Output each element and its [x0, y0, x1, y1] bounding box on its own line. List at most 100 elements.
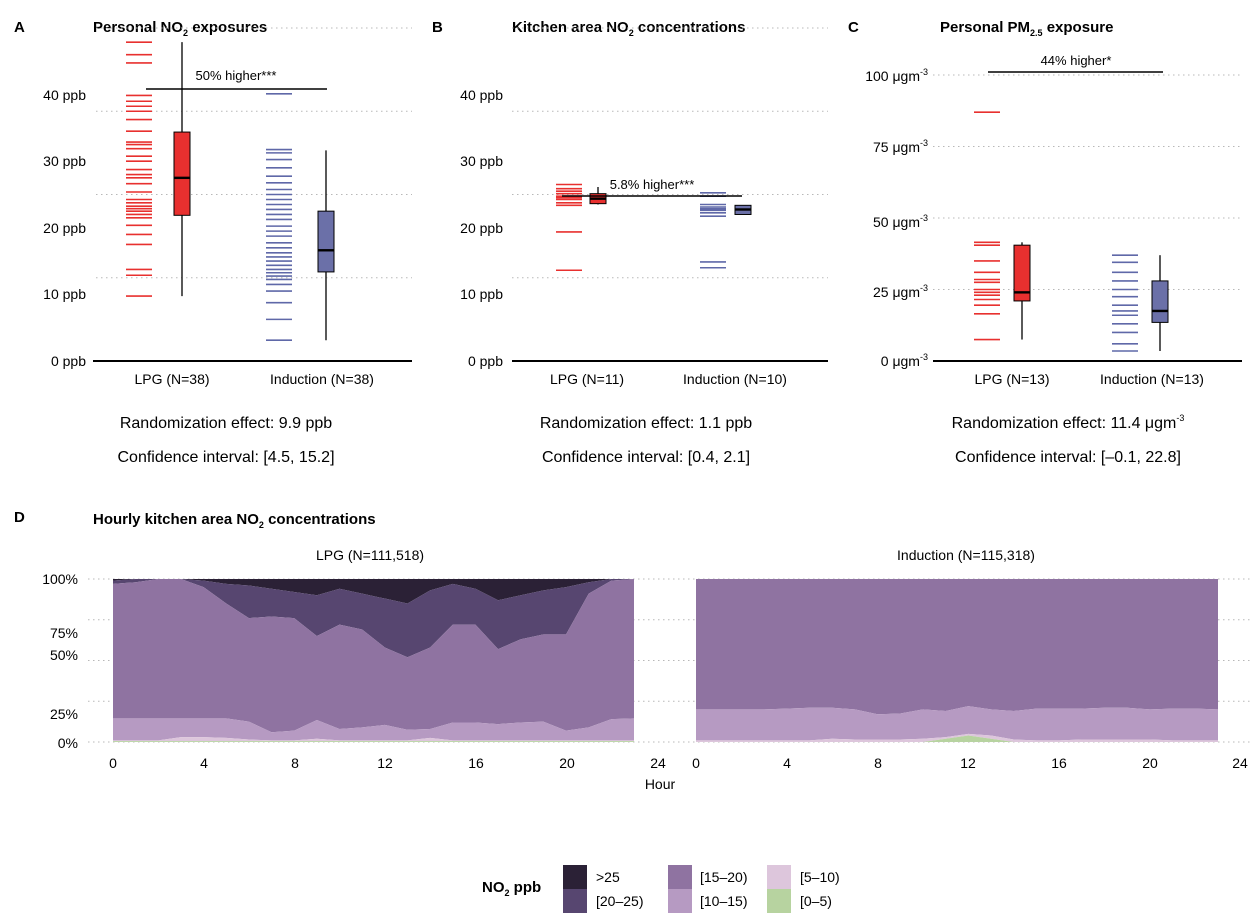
- legend-swatch-10-15: [668, 889, 692, 913]
- panel-b-letter: B: [432, 19, 443, 36]
- panel-c-gridlines: [933, 74, 1242, 290]
- panel-d-ytick: 25%: [50, 706, 78, 722]
- legend-swatch-20-25: [563, 889, 587, 913]
- legend: NO2 ppb >25 [20–25) [15–20) [10–15) [5–1…: [482, 865, 840, 913]
- area-band-lpg: [113, 579, 634, 604]
- panel-b: B Kitchen area NO2 concentrations 0 ppb …: [432, 19, 828, 466]
- box-iqr: [1151, 280, 1169, 323]
- panel-c-ytick: 0 μgm-3: [881, 352, 928, 369]
- legend-label-20-25: [20–25): [596, 893, 643, 909]
- area-band-lpg: [113, 579, 634, 658]
- legend-swatch-15-20: [668, 865, 692, 889]
- legend-swatch-gt25: [563, 865, 587, 889]
- panel-c-title: Personal PM2.5 exposure: [940, 19, 1113, 38]
- panel-c-category-induction: Induction (N=13): [1100, 371, 1204, 387]
- legend-label-5-10: [5–10): [800, 869, 840, 885]
- panel-b-y-axis: 0 ppb 10 ppb 20 ppb 30 ppb 40 ppb: [460, 87, 503, 369]
- box-iqr: [173, 131, 191, 216]
- panel-c-ytick: 25 μgm-3: [873, 283, 928, 300]
- panel-d-ytick: 100%: [42, 571, 78, 587]
- panel-b-ytick: 10 ppb: [460, 286, 503, 302]
- panel-a: A Personal NO2 exposures 0 ppb 10 ppb 20…: [14, 19, 412, 466]
- area-band-induction: [696, 735, 1218, 742]
- area-band-induction: [696, 733, 1218, 742]
- panel-a-ytick: 20 ppb: [43, 220, 86, 236]
- panel-d-x-axis-left: 0 4 8 12 16 20 24: [109, 755, 666, 771]
- panel-d-xtick: 24: [1232, 755, 1248, 771]
- panel-d-xtick: 4: [783, 755, 791, 771]
- panel-c-ci: Confidence interval: [–0.1, 22.8]: [955, 449, 1181, 466]
- area-band-induction: [696, 579, 1218, 715]
- panel-a-ytick: 10 ppb: [43, 286, 86, 302]
- panel-c-effect: Randomization effect: 11.4 μgm-3: [952, 413, 1185, 432]
- panel-d-title: Hourly kitchen area NO2 concentrations: [93, 511, 376, 530]
- panel-b-ci: Confidence interval: [0.4, 2.1]: [542, 449, 750, 466]
- panel-c-ytick: 100 μgm-3: [865, 67, 928, 84]
- legend-label-0-5: [0–5): [800, 893, 832, 909]
- panel-c-marks: [974, 111, 1169, 352]
- panel-c-ytick: 75 μgm-3: [873, 138, 928, 155]
- panel-d-xtick: 20: [559, 755, 575, 771]
- panel-d-areas: [113, 579, 1218, 742]
- panel-d: D Hourly kitchen area NO2 concentrations…: [14, 509, 1250, 792]
- panel-a-letter: A: [14, 19, 25, 36]
- legend-label-gt25: >25: [596, 869, 620, 885]
- panel-d-xtick: 20: [1142, 755, 1158, 771]
- panel-d-xtick: 8: [291, 755, 299, 771]
- panel-a-effect: Randomization effect: 9.9 ppb: [120, 415, 332, 432]
- legend-label-15-20: [15–20): [700, 869, 747, 885]
- legend-swatch-5-10: [767, 865, 791, 889]
- panel-d-ytick: 50%: [50, 647, 78, 663]
- panel-b-category-lpg: LPG (N=11): [550, 371, 624, 387]
- area-band-lpg: [113, 737, 634, 742]
- panel-b-effect: Randomization effect: 1.1 ppb: [540, 415, 752, 432]
- panel-d-x-axis-right: 0 4 8 12 16 20 24: [692, 755, 1248, 771]
- area-band-lpg: [113, 579, 634, 733]
- panel-b-marks: [556, 183, 752, 272]
- panel-b-ytick: 20 ppb: [460, 220, 503, 236]
- panel-d-y-axis: 0% 25% 50% 75% 100%: [42, 571, 78, 751]
- panel-d-ytick: 0%: [58, 735, 78, 751]
- panel-c-category-lpg: LPG (N=13): [974, 371, 1049, 387]
- panel-a-category-lpg: LPG (N=38): [134, 371, 209, 387]
- panel-b-ytick: 40 ppb: [460, 87, 503, 103]
- area-band-lpg: [113, 741, 634, 742]
- panel-d-xtick: 8: [874, 755, 882, 771]
- panel-b-title: Kitchen area NO2 concentrations: [512, 19, 745, 38]
- panel-a-y-axis: 0 ppb 10 ppb 20 ppb 30 ppb 40 ppb: [43, 87, 86, 369]
- panel-b-ytick: 30 ppb: [460, 153, 503, 169]
- panel-d-xtick: 24: [650, 755, 666, 771]
- panel-d-gridlines: [88, 578, 1250, 743]
- panel-d-ytick: 75%: [50, 625, 78, 641]
- legend-label-10-15: [10–15): [700, 893, 747, 909]
- panel-a-gridlines: [96, 27, 412, 279]
- panel-c-annotation: 44% higher*: [1041, 53, 1112, 68]
- panel-c-y-axis: 0 μgm-3 25 μgm-3 50 μgm-3 75 μgm-3 100 μ…: [865, 67, 928, 369]
- panel-c: C Personal PM2.5 exposure 0 μgm-3 25 μgm…: [848, 19, 1242, 466]
- panel-b-gridlines: [512, 27, 828, 279]
- panel-a-ytick: 30 ppb: [43, 153, 86, 169]
- area-band-induction: [696, 706, 1218, 741]
- panel-a-marks: [126, 41, 335, 341]
- panel-b-annotation: 5.8% higher***: [610, 177, 695, 192]
- panel-b-ytick: 0 ppb: [468, 353, 503, 369]
- panel-a-ci: Confidence interval: [4.5, 15.2]: [117, 449, 334, 466]
- panel-a-ytick: 40 ppb: [43, 87, 86, 103]
- panel-d-xtick: 0: [692, 755, 700, 771]
- panel-d-xtick: 16: [468, 755, 484, 771]
- panel-d-xlabel: Hour: [645, 776, 676, 792]
- panel-b-category-induction: Induction (N=10): [683, 371, 787, 387]
- box-iqr: [317, 210, 335, 273]
- panel-d-xtick: 16: [1051, 755, 1067, 771]
- panel-d-xtick: 0: [109, 755, 117, 771]
- panel-c-ytick: 50 μgm-3: [873, 213, 928, 230]
- panel-d-letter: D: [14, 509, 25, 526]
- panel-a-annotation: 50% higher***: [196, 68, 277, 83]
- panel-a-title: Personal NO2 exposures: [93, 19, 267, 38]
- panel-d-facet-induction: Induction (N=115,318): [897, 547, 1035, 563]
- legend-title: NO2 ppb: [482, 879, 541, 898]
- box-iqr: [1013, 244, 1031, 302]
- panel-c-letter: C: [848, 19, 859, 36]
- panel-d-xtick: 12: [960, 755, 976, 771]
